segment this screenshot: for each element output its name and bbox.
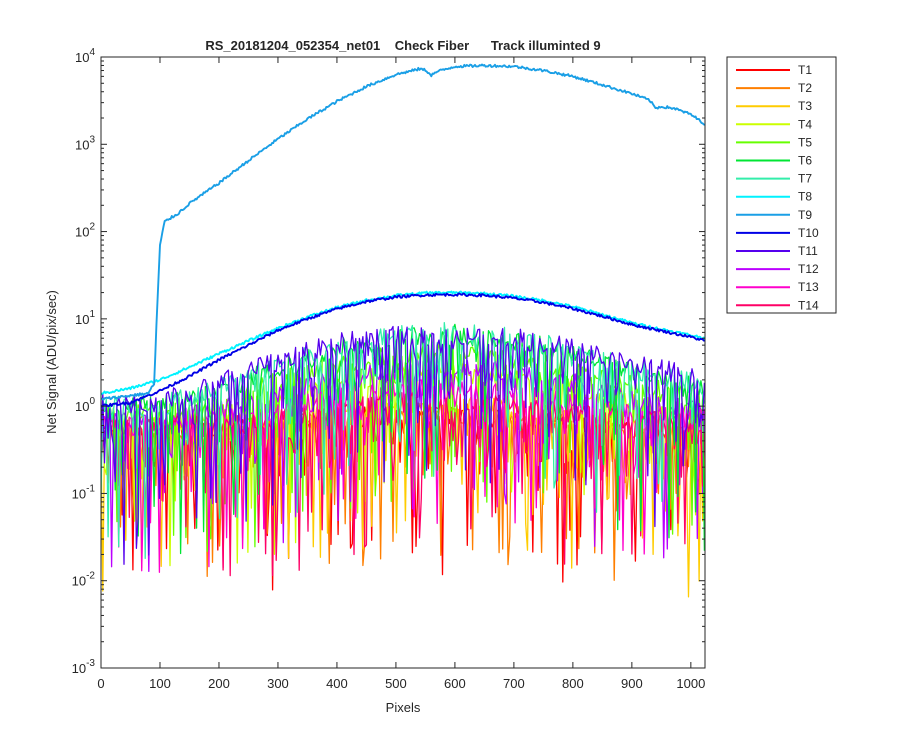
y-tick-label: 100 [75, 396, 95, 414]
x-tick-label: 100 [149, 676, 171, 691]
y-tick-label: 10-3 [72, 658, 96, 676]
legend-label-t7: T7 [798, 172, 812, 186]
x-tick-label: 300 [267, 676, 289, 691]
y-tick-label: 101 [75, 309, 95, 327]
legend-label-t4: T4 [798, 117, 812, 131]
axes: 0 100 200 300 400 500 600 700 800 900 1000 10-3 10-2… [72, 47, 706, 691]
series-line-t9 [101, 63, 705, 401]
x-tick-label: 0 [97, 676, 104, 691]
legend-label-t14: T14 [798, 298, 819, 312]
x-tick-label: 500 [385, 676, 407, 691]
x-tick-label: 1000 [676, 676, 705, 691]
y-axis-label: Net Signal (ADU/pix/sec) [44, 290, 59, 434]
series-layer [101, 63, 705, 598]
x-tick-label: 600 [444, 676, 466, 691]
legend-label-t2: T2 [798, 81, 812, 95]
legend-label-t10: T10 [798, 226, 819, 240]
y-tick-label: 104 [75, 47, 95, 65]
y-tick-label: 10-1 [72, 483, 96, 501]
legend: T1 T2 T3 T4 T5 T6 T7 T8 T9 T10 T11 T12 T13 T14 [726, 56, 837, 314]
y-tick-label: 10-2 [72, 571, 96, 589]
legend-label-t12: T12 [798, 262, 819, 276]
x-axis-label: Pixels [386, 700, 421, 715]
legend-label-t6: T6 [798, 154, 812, 168]
y-tick-label: 103 [75, 134, 95, 152]
legend-label-t13: T13 [798, 280, 819, 294]
legend-label-t1: T1 [798, 63, 812, 77]
legend-label-t5: T5 [798, 135, 812, 149]
legend-label-t9: T9 [798, 208, 812, 222]
x-tick-label: 900 [621, 676, 643, 691]
x-tick-label: 800 [562, 676, 584, 691]
plot-frame [100, 56, 706, 669]
series-line-t11 [101, 325, 705, 565]
chart-title: RS_20181204_052354_net01 Check Fiber Tra… [205, 38, 600, 53]
legend-label-t11: T11 [798, 244, 818, 258]
legend-box [726, 56, 837, 314]
x-tick-label: 200 [208, 676, 230, 691]
y-tick-label: 102 [75, 222, 95, 240]
x-tick-label: 700 [503, 676, 525, 691]
series-line-t10 [101, 292, 705, 408]
legend-label-t3: T3 [798, 99, 812, 113]
legend-label-t8: T8 [798, 190, 812, 204]
x-tick-label: 400 [326, 676, 348, 691]
